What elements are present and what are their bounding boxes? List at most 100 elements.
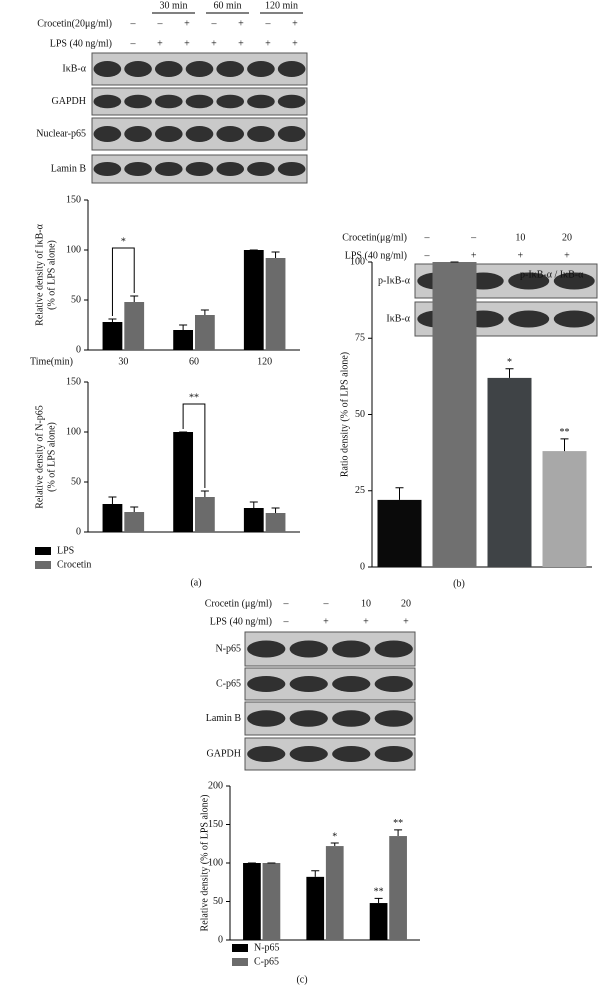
lane-symbol: –	[424, 232, 431, 243]
bracket-label: *	[121, 236, 126, 247]
y-tick-label: 100	[350, 256, 365, 267]
error-bar	[271, 507, 280, 513]
lane-symbol: +	[363, 616, 369, 627]
bar	[194, 315, 215, 350]
error-bar	[271, 251, 280, 258]
lane-symbol: –	[323, 598, 330, 609]
blot-band	[124, 126, 152, 142]
y-tick-label: 25	[355, 485, 365, 496]
treatment-label: Crocetin(20μg/ml)	[37, 18, 112, 29]
legend-swatch	[232, 958, 248, 966]
legend-label: Crocetin	[57, 559, 91, 570]
blot-band	[553, 272, 595, 290]
x-tick-label: 60	[189, 356, 199, 367]
bar	[262, 863, 281, 940]
blot-band	[216, 61, 245, 77]
blot-band	[216, 162, 245, 176]
blot-band	[93, 162, 122, 176]
bracket	[111, 247, 135, 316]
lane-symbol: +	[184, 38, 190, 49]
blot-band	[93, 61, 122, 77]
bar	[542, 451, 587, 567]
y-tick-label: 50	[355, 409, 365, 420]
lane-symbol: –	[283, 598, 290, 609]
x-axis-label: Time(min)	[30, 356, 73, 367]
blot-row-label: Nuclear-p65	[36, 128, 86, 139]
blot-band	[332, 710, 371, 727]
legend-label: C-p65	[254, 956, 279, 967]
y-axis-label: Relative density (% of LPS alone)	[199, 795, 210, 932]
blot-band	[289, 746, 328, 762]
y-tick-label: 50	[71, 294, 81, 305]
time-group: 30 min	[159, 0, 187, 11]
bar	[124, 512, 145, 532]
y-tick-label: 100	[208, 857, 223, 868]
ratio-annotation: p-IκB-α / IκB-α	[520, 269, 584, 280]
lane-symbol: +	[184, 18, 190, 29]
error-bar	[108, 496, 117, 504]
legend-label: N-p65	[254, 942, 280, 953]
y-tick-label: 150	[66, 376, 81, 387]
y-axis-label: (% of LPS alone)	[46, 422, 57, 492]
y-axis-label: Ratio density (% of LPS alone)	[339, 352, 350, 477]
blot-band	[93, 126, 122, 142]
lane-symbol: +	[564, 250, 570, 261]
bar	[194, 497, 215, 532]
blot-row-label: C-p65	[216, 678, 241, 689]
blot-band	[247, 61, 275, 77]
y-tick-label: 0	[76, 344, 81, 355]
error-bar	[108, 318, 117, 322]
y-tick-label: 0	[360, 561, 365, 572]
blot-band	[277, 94, 306, 109]
blot-row-label: IκB-α	[62, 63, 86, 74]
lane-symbol: 20	[401, 598, 411, 609]
bar	[306, 876, 325, 940]
panel-label: (c)	[296, 974, 307, 985]
treatment-label: LPS (40 ng/ml)	[50, 38, 112, 49]
error-bar	[200, 309, 209, 315]
lane-symbol: +	[471, 250, 477, 261]
y-axis-label: Relative density of N-p65	[34, 405, 45, 509]
lane-symbol: –	[130, 38, 137, 49]
bar	[265, 513, 286, 532]
blot-row-label: p-IκB-α	[378, 275, 411, 286]
lane-symbol: –	[424, 250, 431, 261]
significance: **	[393, 818, 403, 829]
blot-band	[154, 162, 183, 176]
y-tick-label: 100	[66, 244, 81, 255]
blot-band	[277, 162, 306, 176]
error-bar	[330, 842, 339, 847]
blot-band	[374, 640, 413, 658]
lane-symbol: +	[292, 38, 298, 49]
legend-swatch	[232, 944, 248, 952]
bar	[243, 508, 264, 532]
lane-symbol: 10	[515, 232, 525, 243]
blot-band	[374, 676, 413, 692]
bar	[173, 432, 194, 532]
blot-band	[332, 746, 371, 762]
lane-symbol: –	[265, 18, 272, 29]
lane-symbol: 10	[361, 598, 371, 609]
blot-band	[332, 676, 371, 692]
blot-band	[277, 61, 306, 77]
blot-row-label: GAPDH	[207, 748, 241, 759]
blot-band	[185, 61, 214, 77]
legend-swatch	[35, 547, 51, 555]
bar	[377, 499, 422, 567]
blot-band	[553, 310, 595, 328]
bar	[124, 302, 145, 350]
significance: *	[332, 831, 337, 842]
blot-band	[185, 162, 214, 176]
blot-band	[93, 94, 122, 109]
y-tick-label: 150	[208, 819, 223, 830]
y-axis-label: (% of LPS alone)	[46, 240, 57, 310]
error-bar	[311, 870, 320, 877]
blot-row-label: GAPDH	[52, 96, 86, 107]
bar	[265, 258, 286, 350]
blot-band	[247, 710, 286, 727]
bar	[369, 903, 388, 940]
bar	[243, 250, 264, 350]
blot-band	[154, 94, 183, 109]
blot-row-label: IκB-α	[386, 313, 410, 324]
blot-band	[508, 310, 550, 328]
